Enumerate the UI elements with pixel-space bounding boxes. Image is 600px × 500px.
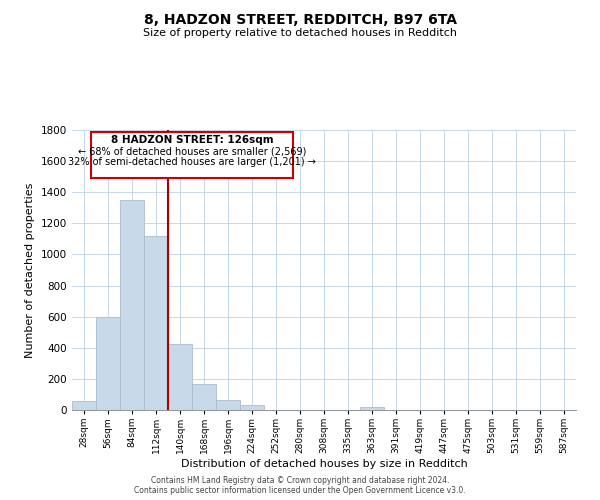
Text: 32% of semi-detached houses are larger (1,201) →: 32% of semi-detached houses are larger (… [68,157,316,167]
Bar [240,404,264,410]
Bar [72,400,96,410]
Text: Contains HM Land Registry data © Crown copyright and database right 2024.: Contains HM Land Registry data © Crown c… [151,476,449,485]
Bar [168,344,192,410]
Bar [192,384,216,410]
Text: 8 HADZON STREET: 126sqm: 8 HADZON STREET: 126sqm [110,135,274,145]
X-axis label: Distribution of detached houses by size in Redditch: Distribution of detached houses by size … [181,459,467,469]
Bar [96,318,120,410]
Bar [91,132,293,178]
Bar [144,236,168,410]
Text: 8, HADZON STREET, REDDITCH, B97 6TA: 8, HADZON STREET, REDDITCH, B97 6TA [143,12,457,26]
Bar [360,407,384,410]
Bar [216,400,240,410]
Bar [120,200,144,410]
Y-axis label: Number of detached properties: Number of detached properties [25,182,35,358]
Text: ← 68% of detached houses are smaller (2,569): ← 68% of detached houses are smaller (2,… [78,146,306,156]
Text: Contains public sector information licensed under the Open Government Licence v3: Contains public sector information licen… [134,486,466,495]
Text: Size of property relative to detached houses in Redditch: Size of property relative to detached ho… [143,28,457,38]
